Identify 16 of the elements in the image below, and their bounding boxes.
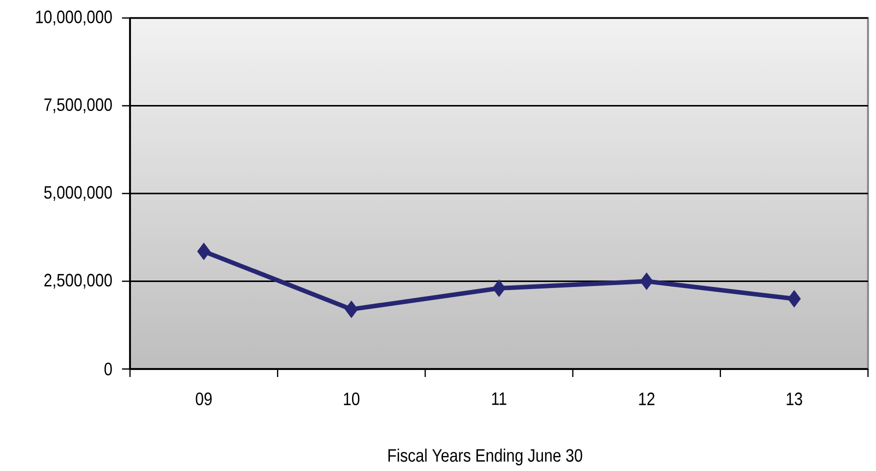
x-tick-label: 11: [492, 392, 506, 405]
y-tick-label: 7,500,000: [44, 98, 112, 114]
point: [492, 280, 506, 298]
x-tick-label: 09: [196, 392, 212, 406]
point: [788, 290, 801, 308]
x-axis-title: Fiscal Years Ending June 30: [388, 448, 582, 466]
point: [640, 272, 654, 290]
y-tick-label: 10,000,000: [36, 10, 112, 26]
x-tick-label: 13: [786, 392, 802, 406]
x-tick-label: 12: [639, 392, 654, 406]
x-tick-label: 10: [344, 392, 360, 406]
point: [344, 300, 358, 318]
point: [197, 242, 210, 260]
y-tick-label: 0: [104, 362, 112, 376]
y-tick-label: 5,000,000: [44, 186, 112, 201]
y-tick-label: 2,500,000: [44, 274, 112, 289]
